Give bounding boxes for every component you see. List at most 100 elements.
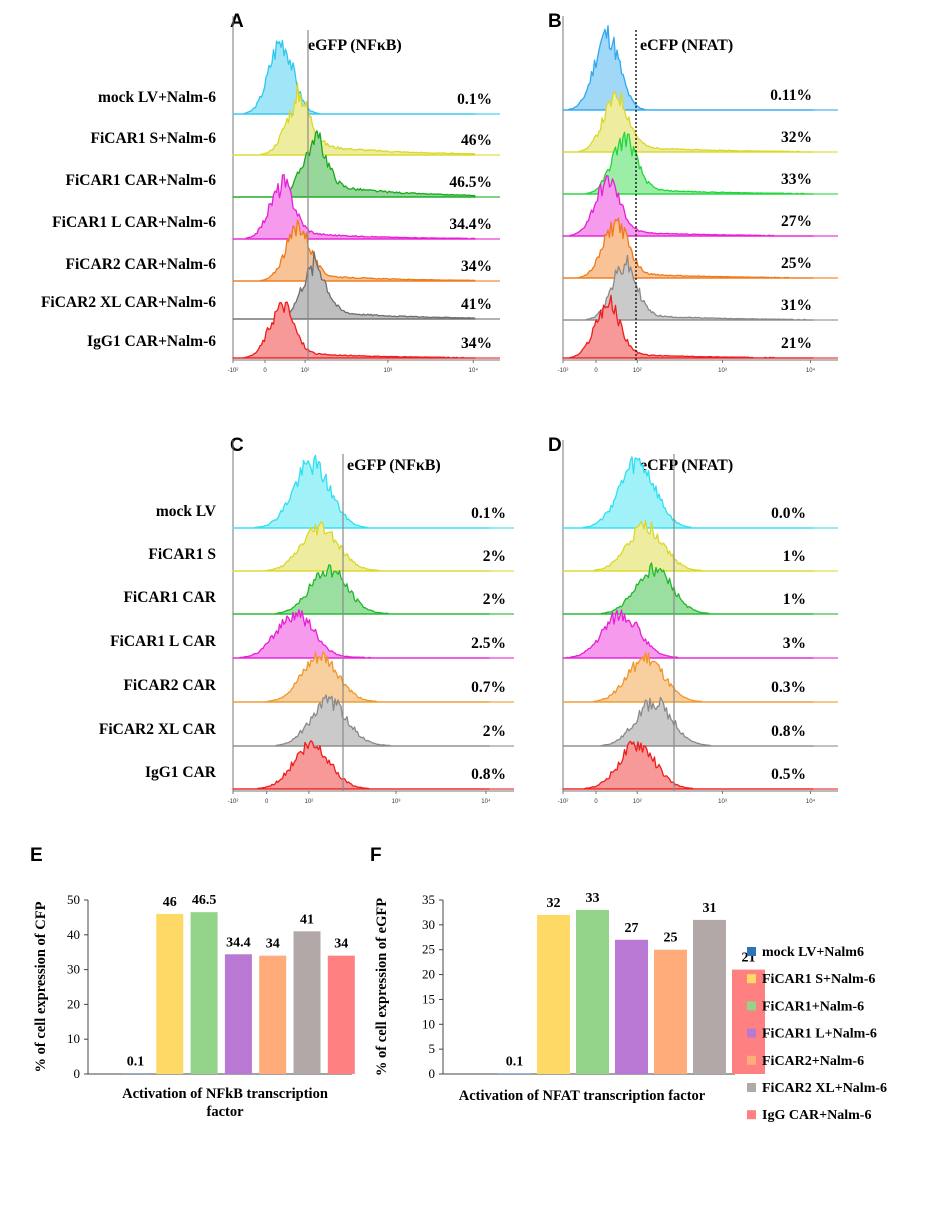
panel-letter: F (370, 845, 382, 866)
histogram-trace (232, 251, 476, 320)
x-tick-label: 10³ (718, 368, 727, 374)
x-tick-label: 0 (265, 799, 269, 805)
percent-label: 34% (461, 335, 492, 352)
bar (576, 909, 609, 1074)
x-tick-label: 10³ (718, 799, 727, 805)
y-tick-label: 50 (67, 892, 80, 907)
x-tick-label: 10³ (384, 368, 393, 374)
x-tick-label: -10² (558, 799, 569, 805)
marker-title: eGFP (NFκB) (347, 457, 441, 474)
bar-value-label: 27 (625, 921, 639, 936)
row-label: FiCAR2 XL CAR+Nalm-6 (41, 294, 216, 311)
row-label: IgG1 CAR (145, 764, 217, 781)
panel-letter: C (230, 435, 244, 456)
bar (259, 955, 287, 1074)
percent-label: 1% (783, 591, 806, 608)
marker-title: eCFP (NFAT) (640, 457, 733, 474)
x-tick-label: 10⁴ (481, 798, 491, 805)
percent-label: 21% (781, 335, 812, 352)
row-label: FiCAR2 CAR (123, 677, 216, 694)
bar-value-label: 41 (300, 912, 314, 927)
percent-label: 41% (461, 296, 492, 313)
bar (537, 914, 570, 1074)
x-tick-label: 10² (301, 368, 310, 374)
bar-value-label: 0.1 (506, 1055, 524, 1070)
percent-label: 0.8% (471, 766, 506, 783)
x-tick-label: -10² (558, 368, 569, 374)
bar (190, 912, 218, 1074)
y-axis-title: % of cell expression of eGFP (374, 898, 390, 1076)
percent-label: 2% (483, 548, 506, 565)
bar-value-label: 34 (266, 937, 280, 952)
legend-label: FiCAR1 S+Nalm-6 (762, 972, 875, 987)
x-axis-title: Activation of NFkB transcription factor (122, 1086, 328, 1120)
percent-label: 0.8% (771, 723, 806, 740)
marker-title: eGFP (NFκB) (308, 37, 402, 54)
percent-label: 0.7% (471, 679, 506, 696)
histogram-trace (562, 609, 814, 659)
row-label: FiCAR1 L CAR+Nalm-6 (52, 214, 216, 231)
bar-value-label: 31 (703, 901, 717, 916)
row-label: FiCAR2 CAR+Nalm-6 (66, 256, 217, 273)
y-tick-label: 25 (422, 942, 435, 957)
x-tick-label: 0 (594, 799, 598, 805)
x-tick-label: 10² (633, 368, 642, 374)
y-axis-title: % of cell expression of CFP (33, 901, 49, 1072)
legend-label: FiCAR1 L+Nalm-6 (762, 1027, 877, 1042)
x-tick-label: -10² (228, 799, 239, 805)
histogram-trace (232, 651, 490, 703)
percent-label: 27% (781, 213, 812, 230)
bar-value-label: 25 (664, 931, 678, 946)
legend-swatch (747, 974, 756, 984)
x-axis-title-line: factor (206, 1104, 244, 1120)
row-label: mock LV (156, 503, 217, 520)
row-label: mock LV+Nalm-6 (98, 89, 216, 106)
percent-label: 0.1% (457, 91, 492, 108)
y-tick-label: 30 (422, 917, 435, 932)
legend-swatch (747, 1110, 756, 1120)
y-tick-label: 5 (429, 1041, 436, 1056)
histogram-trace (562, 131, 814, 195)
y-tick-label: 10 (67, 1031, 80, 1046)
histogram-trace (232, 130, 476, 198)
percent-label: 25% (781, 255, 812, 272)
x-tick-label: 0 (594, 368, 598, 374)
row-label: FiCAR2 XL CAR (99, 721, 217, 738)
x-tick-label: 10⁴ (806, 367, 816, 374)
histogram-trace (232, 694, 490, 747)
bar (293, 931, 321, 1074)
percent-label: 0.1% (471, 505, 506, 522)
legend-label: IgG CAR+Nalm-6 (762, 1108, 871, 1123)
y-tick-label: 0 (429, 1066, 436, 1081)
percent-label: 34% (461, 258, 492, 275)
bar-value-label: 32 (547, 896, 561, 911)
x-tick-label: 10³ (392, 799, 401, 805)
percent-label: 3% (783, 635, 806, 652)
row-label: FiCAR1 S (148, 546, 216, 563)
bar-value-label: 0.1 (127, 1055, 145, 1070)
y-tick-label: 0 (74, 1066, 81, 1081)
x-tick-label: 10⁴ (469, 367, 479, 374)
y-tick-label: 30 (67, 962, 80, 977)
percent-label: 2% (483, 591, 506, 608)
percent-label: 32% (781, 129, 812, 146)
bar-value-label: 46 (163, 895, 177, 910)
row-label: FiCAR1 CAR+Nalm-6 (66, 172, 217, 189)
row-label: FiCAR1 S+Nalm-6 (90, 130, 216, 147)
x-axis-title-line: Activation of NFkB transcription (122, 1086, 328, 1102)
panel-letter: E (30, 845, 43, 866)
x-tick-label: 10² (305, 799, 314, 805)
y-tick-label: 35 (422, 892, 435, 907)
percent-label: 2.5% (471, 635, 506, 652)
legend-swatch (747, 1055, 756, 1065)
row-label: FiCAR1 CAR (123, 589, 216, 606)
x-tick-label: 0 (263, 368, 267, 374)
x-tick-label: 10² (633, 799, 642, 805)
bar (654, 949, 687, 1074)
bar-value-label: 33 (586, 891, 600, 906)
histogram-trace (232, 609, 490, 659)
